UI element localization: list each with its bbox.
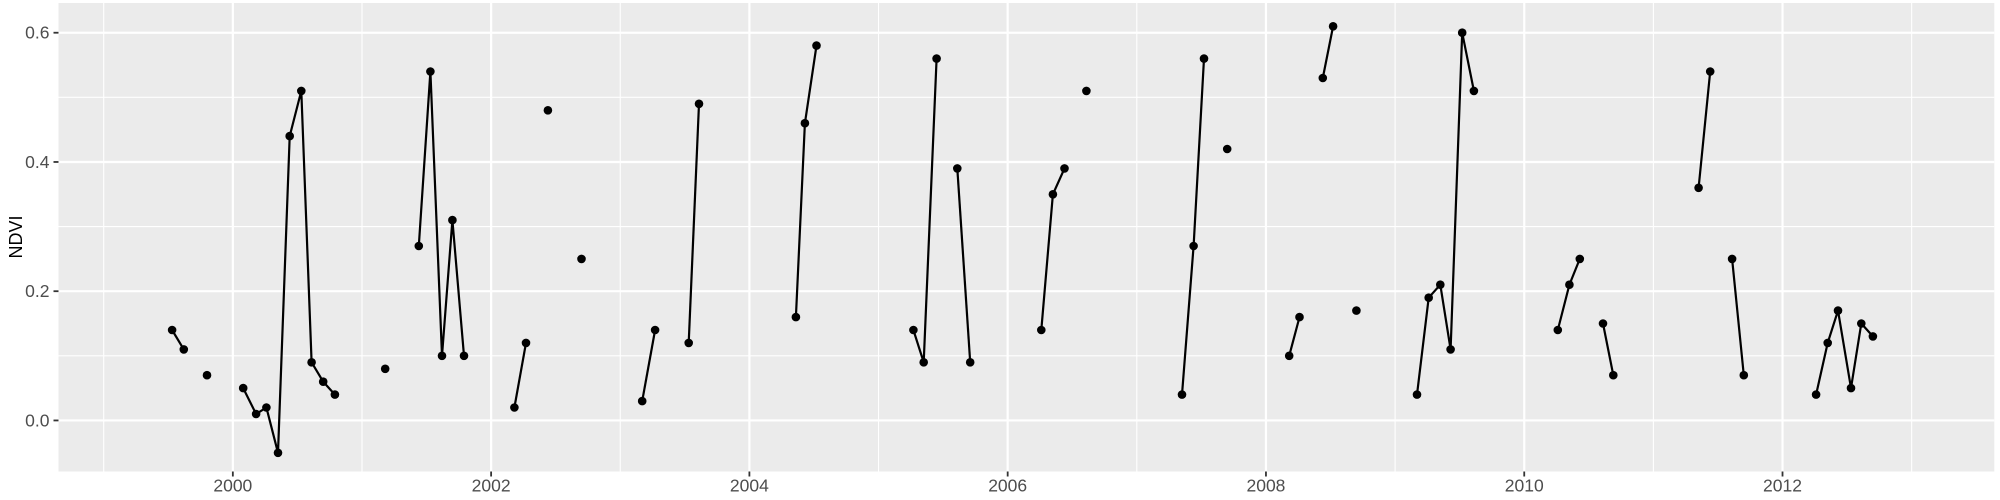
data-point (650, 325, 660, 335)
data-point (380, 364, 390, 374)
data-point (262, 403, 271, 412)
data-point (577, 254, 586, 264)
axis-tick-marks (53, 31, 1784, 477)
data-point (1727, 254, 1737, 264)
y-tick-label: 0.6 (25, 23, 49, 43)
data-point (1811, 390, 1821, 399)
data-point (251, 409, 261, 419)
data-line-segment (1321, 26, 1335, 79)
data-point (543, 106, 553, 115)
data-point (1694, 183, 1703, 193)
data-line-segment (641, 329, 657, 402)
data-point (919, 358, 928, 367)
gridlines-minor (58, 3, 1995, 472)
data-point (1082, 86, 1091, 96)
data-point (800, 118, 810, 128)
data-point (965, 358, 975, 367)
data-point (1833, 306, 1843, 315)
data-point (1705, 67, 1715, 76)
data-point (812, 41, 821, 50)
data-point (1565, 280, 1574, 290)
data-point (297, 86, 306, 96)
data-point (1328, 22, 1338, 31)
data-point (1469, 86, 1479, 96)
y-tick-label: 0.4 (25, 152, 50, 172)
data-point (909, 325, 918, 335)
y-axis-title: NDVI (6, 215, 26, 258)
data-point (932, 54, 941, 63)
data-line-segment (1697, 71, 1712, 188)
data-point (285, 131, 295, 141)
data-point (1222, 144, 1232, 154)
x-tick-label: 2012 (1763, 476, 1802, 496)
x-tick-label: 2002 (472, 476, 511, 496)
data-point (1457, 28, 1467, 37)
data-point (273, 448, 283, 458)
data-point (510, 403, 519, 412)
data-series (167, 22, 1878, 458)
data-point (1575, 254, 1585, 264)
data-point (1037, 325, 1046, 335)
data-point (1177, 390, 1187, 399)
x-tick-label: 2010 (1505, 476, 1544, 496)
data-point (330, 390, 340, 399)
data-line-segment (1601, 323, 1615, 376)
data-point (637, 396, 647, 406)
data-point (694, 99, 704, 109)
y-tick-label: 0.0 (25, 410, 50, 430)
data-point (1436, 280, 1445, 290)
data-point (1318, 73, 1328, 83)
data-point (459, 351, 469, 361)
data-line-segment (687, 103, 701, 343)
data-point (426, 67, 435, 76)
data-point (318, 377, 328, 387)
data-point (1446, 345, 1455, 354)
x-tick-label: 2008 (1246, 476, 1285, 496)
data-point (167, 325, 177, 335)
data-point (1739, 370, 1749, 380)
data-point (521, 338, 531, 348)
data-point (448, 215, 457, 225)
data-line-segment (1288, 316, 1301, 357)
axis-tick-labels: 2000 2002 2004 2006 2008 2010 2012 0.0 0.2 0.4 0.6 (25, 23, 1802, 496)
data-point (1295, 312, 1304, 322)
data-point (437, 351, 447, 361)
data-point (202, 370, 212, 380)
data-point (684, 338, 693, 348)
data-line-segment (1731, 258, 1745, 376)
x-tick-label: 2006 (988, 476, 1027, 496)
data-line-segment (1415, 32, 1475, 395)
data-line-segment (956, 168, 972, 363)
gridlines-major (58, 3, 1995, 472)
y-tick-label: 0.2 (25, 281, 49, 301)
data-point (1048, 190, 1058, 199)
data-point (1598, 319, 1608, 328)
data-point (238, 383, 248, 393)
data-point (1284, 351, 1294, 361)
data-point (307, 358, 316, 367)
data-point (1060, 164, 1069, 173)
data-point (1199, 54, 1209, 63)
x-tick-label: 2000 (213, 476, 252, 496)
data-point (1857, 319, 1866, 328)
data-point (1412, 390, 1422, 399)
plot-panel (58, 3, 1995, 472)
data-point (179, 345, 189, 354)
data-point (414, 241, 424, 251)
data-point (1846, 383, 1856, 393)
data-point (1553, 325, 1563, 335)
data-line-segment (513, 342, 528, 408)
data-point (1609, 370, 1618, 380)
data-point (1424, 293, 1433, 303)
data-point (1823, 338, 1832, 348)
data-point (1189, 241, 1198, 251)
x-tick-label: 2004 (730, 476, 769, 496)
data-point (1868, 332, 1878, 341)
data-point (791, 312, 801, 322)
data-point (953, 164, 962, 173)
data-point (1352, 306, 1361, 315)
